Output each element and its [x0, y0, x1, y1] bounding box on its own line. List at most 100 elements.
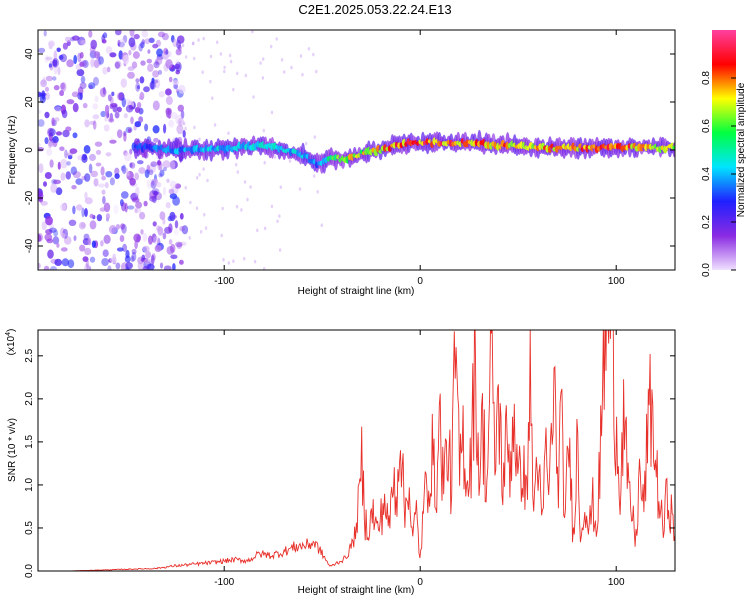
noise-blob	[52, 76, 57, 81]
noise-blob	[103, 202, 111, 213]
noise-blob	[121, 202, 127, 212]
noise-blob	[140, 229, 144, 235]
noise-blob	[89, 213, 94, 219]
y-tick-label: 1.5	[24, 435, 35, 449]
noise-blob	[131, 197, 140, 203]
noise-blob	[147, 63, 154, 72]
noise-blob	[121, 167, 129, 174]
noise-blob	[151, 233, 157, 243]
noise-blob	[163, 265, 172, 270]
noise-blob	[38, 142, 41, 148]
noise-blob	[153, 137, 159, 143]
noise-blob	[135, 201, 143, 209]
noise-speck	[243, 256, 246, 261]
noise-blob	[178, 84, 186, 94]
noise-blob	[176, 124, 184, 135]
noise-blob	[92, 120, 97, 130]
ridge-core	[672, 145, 675, 151]
noise-blob	[142, 265, 150, 270]
noise-blob	[158, 173, 163, 178]
noise-blob	[48, 128, 56, 137]
colorbar: 0.0 0.2 0.4 0.6 0.8 Normalized spectral ampl…	[701, 30, 747, 277]
noise-speck	[227, 131, 230, 135]
noise-blob	[59, 203, 67, 212]
noise-blob	[48, 63, 53, 68]
noise-blob	[105, 171, 113, 178]
noise-blob	[144, 258, 151, 265]
noise-blob	[150, 161, 158, 167]
noise-blob	[80, 75, 86, 84]
noise-blob	[165, 88, 172, 96]
noise-speck	[249, 185, 252, 189]
snr-plot-area	[38, 330, 675, 571]
noise-blob	[78, 221, 86, 230]
noise-blob	[146, 179, 154, 189]
noise-blob	[165, 96, 173, 105]
noise-blob	[102, 196, 106, 205]
noise-blob	[89, 220, 97, 230]
noise-blob	[168, 119, 175, 128]
noise-blob	[124, 255, 131, 263]
noise-blob	[150, 254, 155, 265]
noise-blob	[77, 52, 82, 63]
noise-speck	[299, 54, 303, 58]
spectrogram-ticks: -100 0 100 -40 -20 0 20 40	[24, 30, 675, 287]
noise-blob	[169, 193, 178, 200]
noise-speck	[202, 36, 205, 41]
noise-blob	[170, 254, 178, 260]
noise-speck	[256, 228, 259, 233]
noise-blob	[38, 47, 46, 54]
noise-blob	[181, 225, 189, 235]
noise-blob	[48, 227, 57, 233]
noise-blob	[56, 47, 61, 53]
noise-blob	[62, 129, 70, 138]
noise-blob	[93, 76, 99, 86]
y-tick-label: 1.0	[24, 478, 35, 492]
noise-blob	[144, 169, 150, 179]
noise-blob	[175, 241, 183, 248]
noise-blob	[140, 60, 146, 66]
noise-blob	[131, 251, 137, 262]
noise-blob	[55, 131, 63, 136]
noise-blob	[129, 30, 135, 37]
noise-blob	[116, 106, 122, 113]
noise-blob	[135, 186, 140, 197]
noise-blob	[115, 262, 121, 270]
noise-blob	[152, 70, 160, 78]
noise-speck	[195, 206, 199, 210]
noise-blob	[139, 76, 145, 84]
noise-speck	[209, 79, 212, 84]
noise-blob	[109, 139, 117, 144]
noise-speck	[313, 174, 316, 178]
noise-blob	[144, 123, 149, 132]
noise-blob	[67, 259, 75, 269]
noise-blob	[109, 52, 117, 58]
noise-blob	[149, 190, 157, 200]
noise-blob	[84, 119, 90, 128]
noise-blob	[120, 223, 125, 230]
noise-blob	[162, 217, 166, 225]
noise-blob	[84, 263, 91, 270]
noise-speck	[196, 176, 199, 180]
noise-blob	[172, 263, 176, 270]
noise-speck	[197, 38, 200, 42]
noise-blob	[53, 50, 58, 61]
noise-blob	[168, 223, 173, 234]
noise-speck	[252, 95, 255, 99]
noise-blob	[156, 160, 162, 166]
noise-speck	[315, 69, 318, 74]
noise-speck	[236, 170, 239, 174]
y-tick-label: 0	[24, 147, 35, 153]
noise-blob	[129, 178, 136, 186]
noise-blob	[115, 30, 122, 36]
noise-speck	[232, 87, 235, 92]
noise-speck	[278, 248, 282, 252]
noise-blob	[112, 253, 117, 262]
noise-blob	[106, 66, 111, 73]
noise-blob	[173, 228, 179, 236]
noise-blob	[91, 240, 96, 248]
noise-blob	[84, 191, 88, 200]
noise-blob	[84, 247, 92, 256]
noise-blob	[45, 75, 53, 82]
noise-blob	[89, 120, 96, 125]
